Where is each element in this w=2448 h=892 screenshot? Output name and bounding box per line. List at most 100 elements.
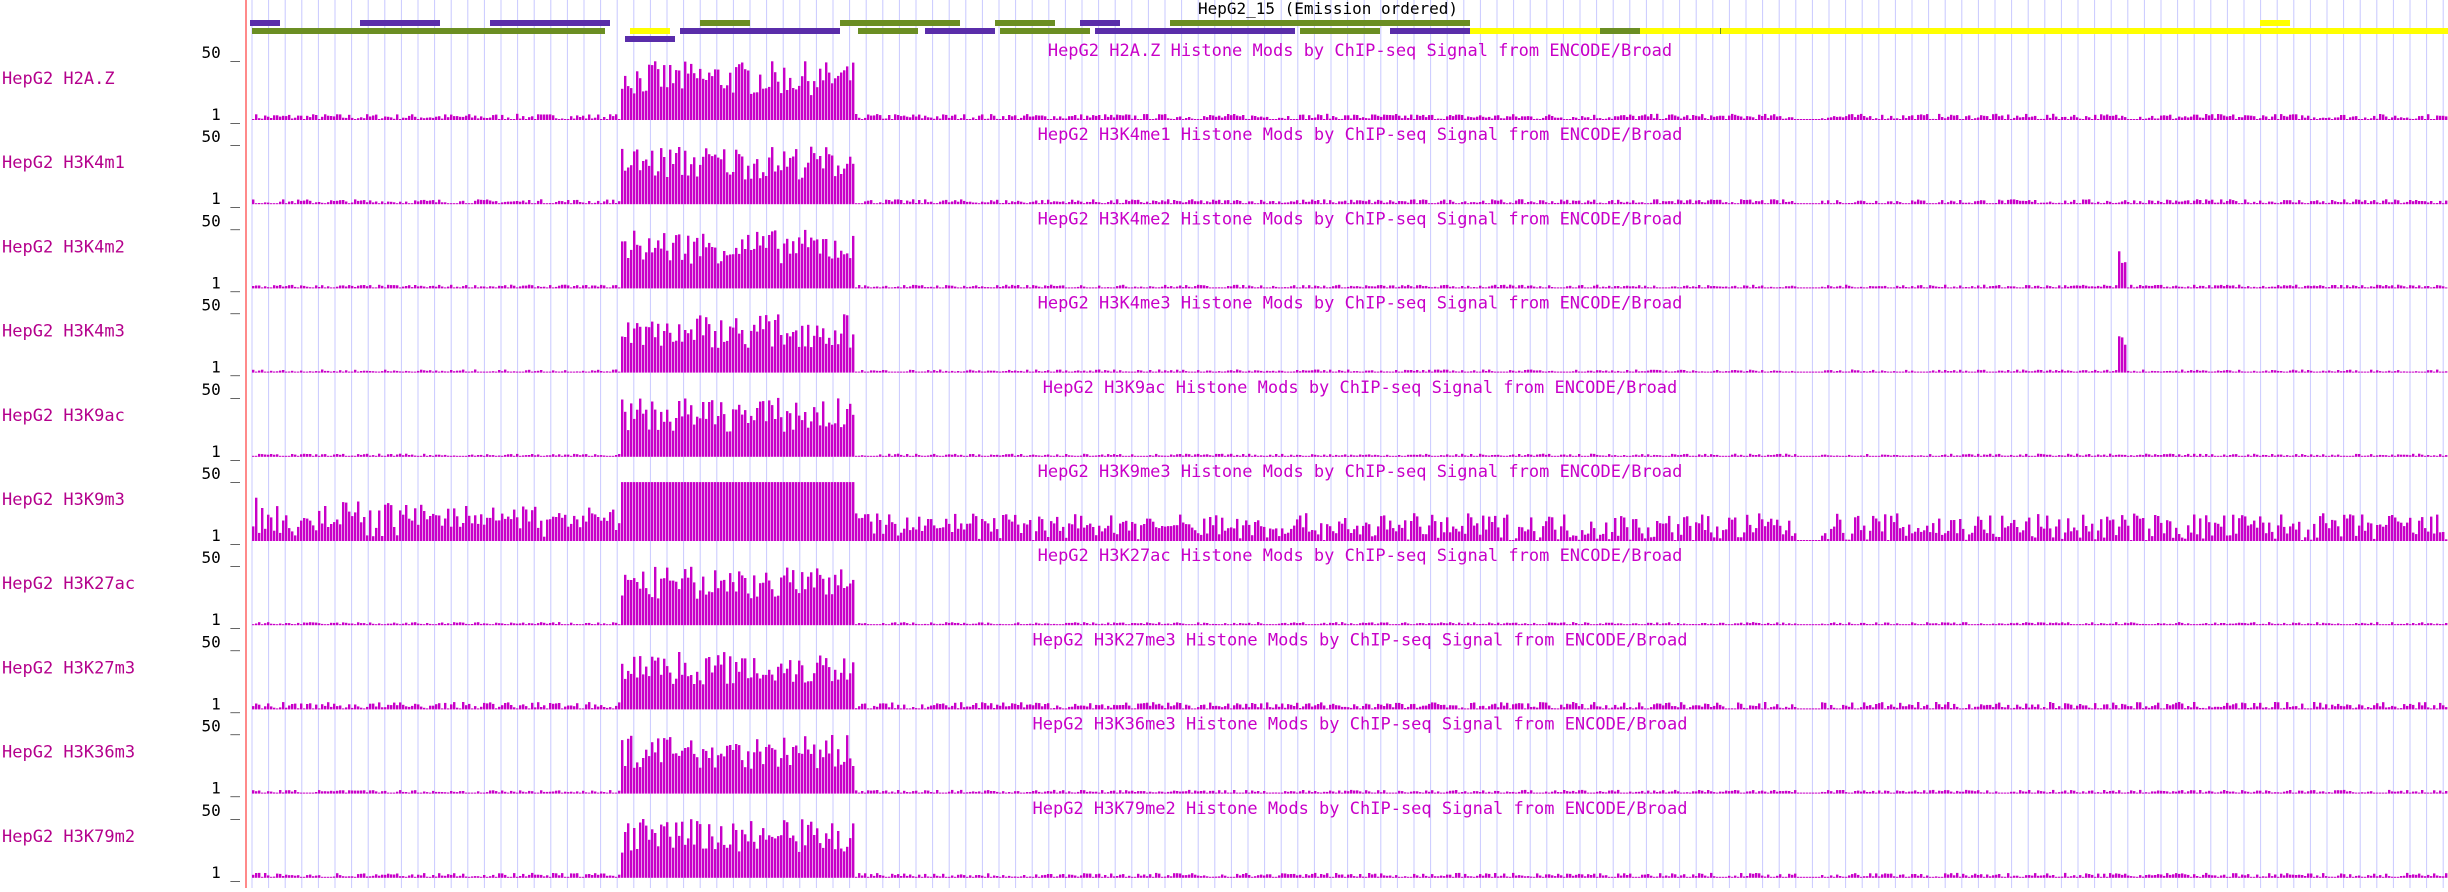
- signal-bar: [1674, 454, 1676, 456]
- signal-bar: [324, 287, 326, 288]
- signal-bar: [510, 519, 512, 541]
- signal-bar: [1059, 456, 1061, 457]
- signal-bar: [1731, 202, 1733, 204]
- signal-bar: [1917, 456, 1919, 457]
- signal-bar: [315, 371, 317, 373]
- signal-bar: [963, 530, 965, 542]
- signal-bar: [2277, 203, 2279, 204]
- signal-bar: [2271, 370, 2273, 373]
- signal-bar: [1893, 287, 1895, 288]
- signal-bar: [1473, 202, 1475, 204]
- signal-bar: [1725, 371, 1727, 373]
- signal-bar: [771, 231, 773, 288]
- signal-bar: [1701, 515, 1703, 541]
- signal-bar: [1866, 372, 1868, 373]
- signal-bar: [1377, 372, 1379, 373]
- signal-bar: [474, 515, 476, 541]
- signal-bar: [441, 287, 443, 289]
- signal-bar: [348, 115, 350, 120]
- signal-bar: [948, 118, 950, 120]
- signal-bar: [1413, 287, 1415, 288]
- signal-bar: [2238, 370, 2240, 373]
- signal-bar: [1998, 454, 2000, 457]
- signal-bar: [762, 401, 764, 457]
- signal-bar: [1275, 454, 1277, 457]
- signal-bar: [1269, 624, 1271, 625]
- signal-bar: [1008, 115, 1010, 120]
- signal-bar: [1872, 286, 1874, 288]
- signal-bar: [2109, 202, 2111, 204]
- signal-bar: [1038, 371, 1040, 373]
- signal-bar: [1056, 517, 1058, 541]
- signal-bar: [1767, 118, 1769, 120]
- signal-bar: [516, 372, 518, 373]
- signal-bar: [1458, 532, 1460, 542]
- signal-bar: [2121, 455, 2123, 457]
- signal-bar: [822, 328, 824, 372]
- signal-bar: [417, 201, 419, 204]
- signal-bar: [2064, 533, 2066, 542]
- signal-bar: [1611, 200, 1613, 204]
- signal-bar: [1890, 372, 1892, 373]
- signal-bar: [2058, 371, 2060, 373]
- signal-bar: [1026, 456, 1028, 457]
- signal-bar: [1158, 455, 1160, 456]
- signal-bar: [516, 517, 518, 541]
- signal-bar: [708, 243, 710, 289]
- signal-bar: [2319, 118, 2321, 120]
- signal-bar: [327, 371, 329, 373]
- signal-bar: [609, 287, 611, 288]
- signal-bar: [1296, 623, 1298, 625]
- signal-bar: [2442, 372, 2444, 373]
- signal-bar: [2007, 526, 2009, 541]
- signal-bar: [1386, 202, 1388, 204]
- signal-bar: [810, 95, 812, 120]
- signal-bar: [1974, 526, 1976, 541]
- signal-bar: [2382, 286, 2384, 288]
- signal-bar: [1698, 200, 1700, 204]
- signal-bar: [1998, 371, 2000, 373]
- signal-bar: [1701, 202, 1703, 204]
- signal-bar: [315, 115, 317, 120]
- signal-bar: [2412, 286, 2414, 289]
- signal-bar: [459, 456, 461, 457]
- signal-bar: [2292, 114, 2294, 120]
- signal-bar: [768, 482, 770, 541]
- signal-bar: [693, 425, 695, 457]
- signal-bar: [762, 583, 764, 626]
- signal-bar: [1362, 117, 1364, 120]
- signal-bar: [702, 335, 704, 372]
- signal-bar: [1713, 200, 1715, 204]
- signal-bar: [837, 258, 839, 289]
- signal-bar: [1584, 456, 1586, 457]
- signal-bar: [1353, 529, 1355, 541]
- signal-bar: [2073, 372, 2075, 373]
- signal-bar: [1101, 372, 1103, 373]
- signal-bar: [1113, 203, 1115, 204]
- signal-bar: [1470, 624, 1472, 625]
- signal-bar: [378, 454, 380, 457]
- signal-bar: [1794, 286, 1796, 288]
- signal-bar: [726, 482, 728, 541]
- signal-bar: [2433, 119, 2435, 120]
- signal-bar: [612, 200, 614, 205]
- signal-bar: [1287, 202, 1289, 204]
- signal-bar: [1803, 456, 1805, 457]
- signal-bar: [612, 456, 614, 457]
- signal-bar: [435, 287, 437, 289]
- signal-bar: [2442, 532, 2444, 541]
- signal-bar: [2253, 116, 2255, 120]
- signal-bar: [2424, 201, 2426, 204]
- signal-bar: [984, 521, 986, 541]
- signal-bar: [1827, 455, 1829, 457]
- signal-bar: [918, 286, 920, 289]
- signal-bar: [1206, 286, 1208, 288]
- signal-bar: [2232, 515, 2234, 541]
- signal-bar: [1851, 114, 1853, 120]
- signal-bar: [1284, 623, 1286, 625]
- signal-bar: [1500, 538, 1502, 542]
- signal-bar: [264, 529, 266, 541]
- signal-bar: [1806, 203, 1808, 204]
- signal-bar: [855, 372, 857, 373]
- signal-bar: [2037, 454, 2039, 457]
